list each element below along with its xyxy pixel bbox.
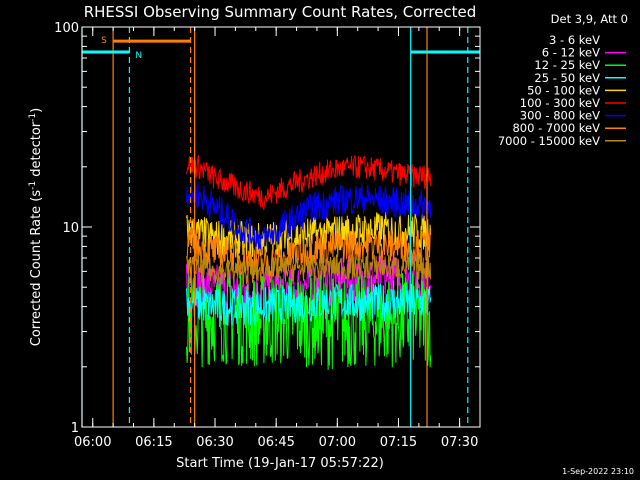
legend-item: 6 - 12 keV bbox=[542, 46, 626, 60]
legend-item: 3 - 6 keV bbox=[549, 33, 626, 47]
series-25-50-kev bbox=[186, 283, 432, 326]
legend-item: 100 - 300 keV bbox=[520, 96, 626, 110]
series-7000-15000-kev bbox=[186, 254, 432, 286]
flag-label: N bbox=[135, 51, 142, 61]
y-tick-label: 1 bbox=[71, 421, 79, 436]
x-tick-label: 07:00 bbox=[319, 435, 356, 450]
legend-item: 25 - 50 keV bbox=[534, 71, 626, 85]
legend-item: 7000 - 15000 keV bbox=[498, 134, 626, 148]
legend-label: 100 - 300 keV bbox=[520, 96, 600, 110]
y-tick-label: 10 bbox=[62, 221, 79, 236]
x-tick-label: 06:45 bbox=[257, 435, 294, 450]
legend-label: 25 - 50 keV bbox=[534, 71, 600, 85]
flag-label: S bbox=[101, 36, 107, 46]
x-tick-label: 06:30 bbox=[196, 435, 233, 450]
x-tick-label: 07:15 bbox=[380, 435, 417, 450]
legend-title: Det 3,9, Att 0 bbox=[551, 12, 628, 26]
x-axis: 06:00 06:15 06:30 06:45 07:00 07:15 07:30 bbox=[74, 27, 481, 450]
series-line bbox=[186, 283, 432, 326]
legend-label: 3 - 6 keV bbox=[549, 33, 600, 47]
legend-label: 300 - 800 keV bbox=[520, 109, 600, 123]
x-tick-label: 07:30 bbox=[441, 435, 478, 450]
series-line bbox=[186, 254, 432, 286]
chart-title: RHESSI Observing Summary Count Rates, Co… bbox=[84, 3, 477, 21]
series-layer bbox=[186, 155, 432, 370]
legend-label: 800 - 7000 keV bbox=[512, 121, 600, 135]
y-axis: 1 10 100 bbox=[54, 21, 480, 436]
series-line bbox=[186, 155, 432, 210]
legend-item: 300 - 800 keV bbox=[520, 109, 626, 123]
x-axis-label: Start Time (19-Jan-17 05:57:22) bbox=[176, 456, 384, 471]
legend-label: 12 - 25 keV bbox=[534, 58, 600, 72]
series-line bbox=[186, 177, 432, 252]
series-100-300-kev bbox=[186, 155, 432, 210]
y-tick-label: 100 bbox=[54, 21, 79, 36]
x-tick-label: 06:15 bbox=[135, 435, 172, 450]
legend-item: 50 - 100 keV bbox=[527, 83, 626, 97]
legend-label: 7000 - 15000 keV bbox=[498, 134, 600, 148]
series-300-800-kev bbox=[186, 177, 432, 252]
generation-timestamp: 1-Sep-2022 23:10 bbox=[562, 467, 634, 476]
legend-label: 6 - 12 keV bbox=[542, 46, 600, 60]
legend-item: 12 - 25 keV bbox=[534, 58, 626, 72]
legend-item: 800 - 7000 keV bbox=[512, 121, 626, 135]
x-tick-label: 06:00 bbox=[74, 435, 111, 450]
legend-label: 50 - 100 keV bbox=[527, 83, 600, 97]
y-axis-label: Corrected Count Rate (s-1 detector-1) bbox=[28, 108, 44, 346]
